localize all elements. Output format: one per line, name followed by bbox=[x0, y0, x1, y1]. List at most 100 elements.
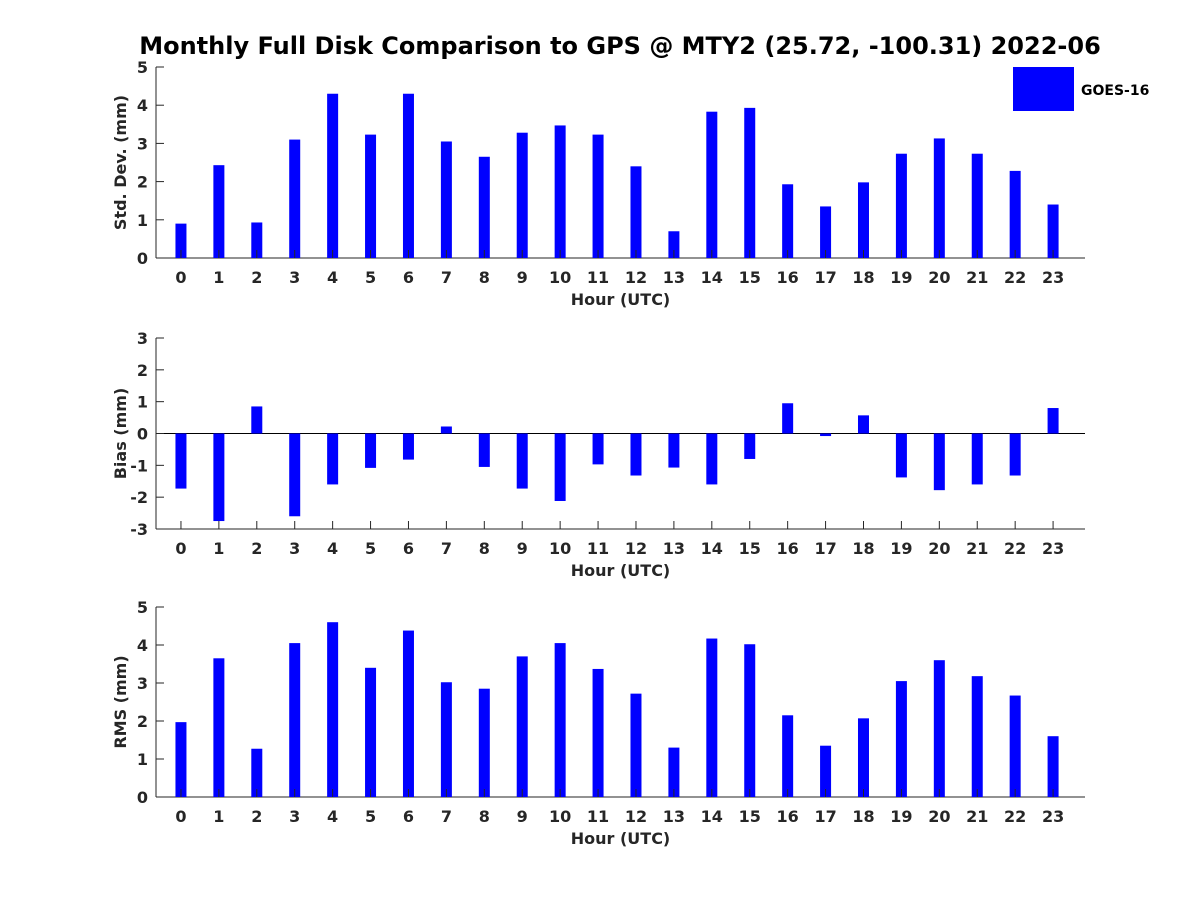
std-dev-bar-hour-21 bbox=[971, 153, 983, 258]
bias-bar-hour-10 bbox=[554, 433, 566, 501]
bias-xtick-label: 16 bbox=[777, 539, 799, 558]
rms-ytick-label: 2 bbox=[137, 712, 148, 731]
rms-bar-hour-11 bbox=[592, 668, 604, 797]
rms-bar-hour-20 bbox=[933, 660, 945, 797]
std-dev-xtick-label: 23 bbox=[1042, 268, 1064, 287]
std-dev-xtick-label: 16 bbox=[777, 268, 799, 287]
std-dev-xtick-label: 14 bbox=[701, 268, 723, 287]
bias-xtick-label: 22 bbox=[1004, 539, 1026, 558]
rms-xtick-label: 3 bbox=[289, 807, 300, 826]
rms-bar-hour-5 bbox=[365, 667, 377, 797]
bias-xtick-label: 8 bbox=[479, 539, 490, 558]
rms-bar-hour-14 bbox=[706, 638, 718, 797]
bias-xtick-label: 18 bbox=[852, 539, 874, 558]
rms-bar-hour-17 bbox=[820, 745, 832, 797]
bias-bar-hour-14 bbox=[706, 433, 718, 485]
legend-swatch bbox=[1013, 67, 1074, 111]
std-dev-bar-hour-15 bbox=[744, 107, 756, 259]
bias-bar-hour-22 bbox=[1009, 433, 1021, 476]
bias-xtick-label: 7 bbox=[441, 539, 452, 558]
rms-xtick-label: 0 bbox=[175, 807, 186, 826]
rms-bar-hour-10 bbox=[554, 643, 566, 797]
std-dev-xtick-label: 12 bbox=[625, 268, 647, 287]
rms-bar-hour-15 bbox=[744, 644, 756, 797]
bias-xtick-label: 5 bbox=[365, 539, 376, 558]
std-dev-xtick-label: 2 bbox=[251, 268, 262, 287]
bias-bar-hour-9 bbox=[516, 433, 528, 489]
std-dev-ytick-label: 5 bbox=[137, 58, 148, 77]
std-dev-xtick-label: 18 bbox=[852, 268, 874, 287]
rms-bar-hour-8 bbox=[478, 688, 490, 797]
rms-bar-hour-12 bbox=[630, 693, 642, 797]
std-dev-bar-hour-14 bbox=[706, 111, 718, 258]
std-dev-bar-hour-11 bbox=[592, 134, 604, 258]
rms-bar-hour-13 bbox=[668, 747, 680, 797]
bias-ytick-label: -3 bbox=[130, 520, 148, 539]
bias-bar-hour-17 bbox=[820, 433, 832, 437]
std-dev-xtick-label: 6 bbox=[403, 268, 414, 287]
std-dev-ytick-label: 2 bbox=[137, 173, 148, 192]
bias-bar-hour-18 bbox=[857, 415, 869, 434]
std-dev-bar-hour-3 bbox=[289, 139, 301, 258]
std-dev-xtick-label: 9 bbox=[517, 268, 528, 287]
std-dev-x-axis-label: Hour (UTC) bbox=[571, 290, 671, 309]
rms-ytick-label: 0 bbox=[137, 788, 148, 807]
bias-ytick-label: -1 bbox=[130, 456, 148, 475]
std-dev-bar-hour-7 bbox=[440, 141, 452, 258]
bias-xtick-label: 14 bbox=[701, 539, 723, 558]
rms-xtick-label: 6 bbox=[403, 807, 414, 826]
std-dev-xtick-label: 11 bbox=[587, 268, 609, 287]
bias-ytick-label: 2 bbox=[137, 361, 148, 380]
bias-xtick-label: 10 bbox=[549, 539, 571, 558]
chart-title: Monthly Full Disk Comparison to GPS @ MT… bbox=[139, 32, 1101, 60]
std-dev-bar-hour-9 bbox=[516, 132, 528, 258]
bias-ytick-label: 3 bbox=[137, 329, 148, 348]
std-dev-ytick-label: 1 bbox=[137, 211, 148, 230]
rms-x-axis-label: Hour (UTC) bbox=[571, 829, 671, 848]
rms-bar-hour-3 bbox=[289, 643, 301, 797]
bias-bar-hour-4 bbox=[327, 433, 339, 485]
bias-xtick-label: 2 bbox=[251, 539, 262, 558]
std-dev-bar-hour-0 bbox=[175, 223, 187, 258]
std-dev-xtick-label: 15 bbox=[739, 268, 761, 287]
bias-xtick-label: 6 bbox=[403, 539, 414, 558]
bias-y-axis-label: Bias (mm) bbox=[111, 388, 130, 480]
rms-bar-hour-6 bbox=[402, 630, 414, 797]
std-dev-xtick-label: 3 bbox=[289, 268, 300, 287]
bias-xtick-label: 19 bbox=[890, 539, 912, 558]
bias-bar-hour-5 bbox=[365, 433, 377, 468]
bias-bar-hour-3 bbox=[289, 433, 301, 517]
rms-bar-hour-9 bbox=[516, 656, 528, 797]
bias-xtick-label: 21 bbox=[966, 539, 988, 558]
std-dev-bar-hour-17 bbox=[820, 206, 832, 258]
rms-bar-hour-4 bbox=[327, 622, 339, 797]
bias-xtick-label: 17 bbox=[814, 539, 836, 558]
rms-xtick-label: 22 bbox=[1004, 807, 1026, 826]
rms-xtick-label: 10 bbox=[549, 807, 571, 826]
std-dev-xtick-label: 0 bbox=[175, 268, 186, 287]
rms-ytick-label: 3 bbox=[137, 674, 148, 693]
std-dev-xtick-label: 21 bbox=[966, 268, 988, 287]
bias-ytick-label: -2 bbox=[130, 488, 148, 507]
std-dev-xtick-label: 4 bbox=[327, 268, 338, 287]
rms-bar-hour-0 bbox=[175, 722, 187, 797]
bias-xtick-label: 20 bbox=[928, 539, 950, 558]
std-dev-xtick-label: 1 bbox=[213, 268, 224, 287]
rms-xtick-label: 18 bbox=[852, 807, 874, 826]
bias-bar-hour-23 bbox=[1047, 408, 1059, 434]
bias-xtick-label: 3 bbox=[289, 539, 300, 558]
bias-bar-hour-0 bbox=[175, 433, 187, 489]
rms-xtick-label: 5 bbox=[365, 807, 376, 826]
std-dev-bar-hour-22 bbox=[1009, 170, 1021, 258]
rms-y-axis-label: RMS (mm) bbox=[111, 655, 130, 748]
std-dev-bar-hour-6 bbox=[402, 93, 414, 259]
std-dev-xtick-label: 10 bbox=[549, 268, 571, 287]
std-dev-xtick-label: 13 bbox=[663, 268, 685, 287]
std-dev-bar-hour-12 bbox=[630, 166, 642, 258]
std-dev-ytick-label: 0 bbox=[137, 249, 148, 268]
rms-bar-hour-7 bbox=[440, 682, 452, 797]
std-dev-xtick-label: 20 bbox=[928, 268, 950, 287]
rms-xtick-label: 17 bbox=[814, 807, 836, 826]
rms-bar-hour-23 bbox=[1047, 736, 1059, 797]
